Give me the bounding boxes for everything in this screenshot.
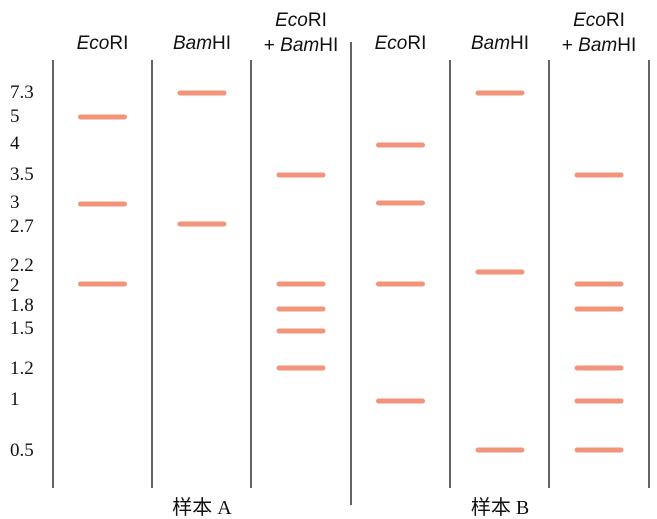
lane-dividers [52, 42, 650, 505]
lane-label-b-double-line2: + BamHI [562, 35, 636, 56]
sample-a-label: 样本 A [172, 496, 232, 519]
size-marker-label: 2 [10, 275, 20, 296]
size-marker-label: 1.2 [10, 358, 34, 379]
lane-label-a-double-line1: EcoRI [275, 10, 327, 31]
size-marker-label: 0.5 [10, 440, 34, 461]
sample-b-label: 样本 B [471, 496, 529, 519]
size-marker-label: 1.8 [10, 295, 34, 316]
lane-label-b-double-line1: EcoRI [573, 10, 625, 31]
lane-label-a-bamhi: BamHI [173, 33, 231, 54]
size-marker-label: 5 [10, 106, 20, 127]
size-marker-label: 2.7 [10, 216, 34, 237]
size-marker-label: 7.3 [10, 82, 34, 103]
size-marker-axis: 7.3 5 4 3.5 3 2.7 2.221.81.5 1.2 1 0.5 [10, 82, 34, 461]
size-marker-label: 4 [10, 133, 20, 154]
lane-label-b-bamhi: BamHI [471, 33, 529, 54]
gel-bands [78, 90, 624, 453]
size-marker-label: 2.2 [10, 255, 34, 276]
size-marker-label: 3.5 [10, 164, 34, 185]
lane-label-a-double-line2: + BamHI [264, 35, 338, 56]
lane-label-a-ecori: EcoRI [77, 33, 129, 54]
lane-headers: EcoRI BamHI EcoRI + BamHI EcoRI BamHI EcoRI + B… [77, 10, 637, 56]
size-marker-label: 1 [10, 389, 20, 410]
lane-label-b-ecori: EcoRI [375, 33, 427, 54]
size-marker-label: 1.5 [10, 318, 34, 339]
size-marker-label: 3 [10, 192, 20, 213]
